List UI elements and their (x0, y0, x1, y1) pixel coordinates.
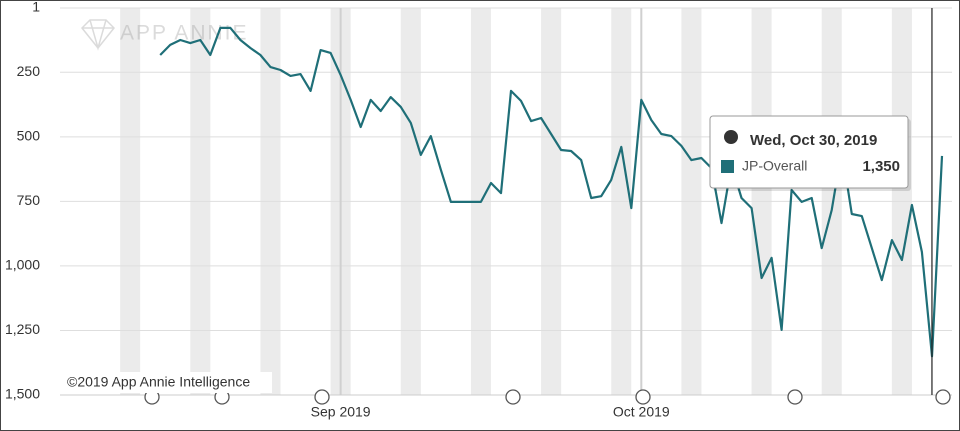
y-tick-label: 1,500 (5, 386, 40, 402)
y-tick-label: 750 (17, 192, 41, 208)
tooltip-series: JP-Overall (742, 158, 807, 174)
copyright-bg (62, 372, 272, 393)
annotation-icons (144, 389, 951, 405)
tooltip-box (709, 115, 909, 189)
tooltip-value: 1,350 (862, 158, 900, 175)
tooltip-title: Wed, Oct 30, 2019 (750, 132, 877, 149)
watermark-text: APP ANNIE (120, 22, 249, 45)
tooltip: Wed, Oct 30, 2019 JP-Overall 1,350 (709, 115, 911, 191)
y-tick-label: 1,250 (5, 321, 40, 337)
series-line (159, 26, 944, 358)
x-tick-label: Sep 2019 (311, 404, 371, 420)
y-tick-label: 1 (32, 0, 40, 15)
y-tick-label: 500 (17, 128, 41, 144)
tooltip-swatch (721, 160, 734, 173)
watermark: APP ANNIE (80, 19, 249, 51)
y-tick-label: 1,000 (5, 257, 40, 273)
copyright: ©2019 App Annie Intelligence (67, 374, 250, 390)
globe-icon (724, 130, 738, 144)
x-tick-label: Oct 2019 (613, 404, 670, 420)
y-tick-label: 250 (17, 63, 41, 79)
